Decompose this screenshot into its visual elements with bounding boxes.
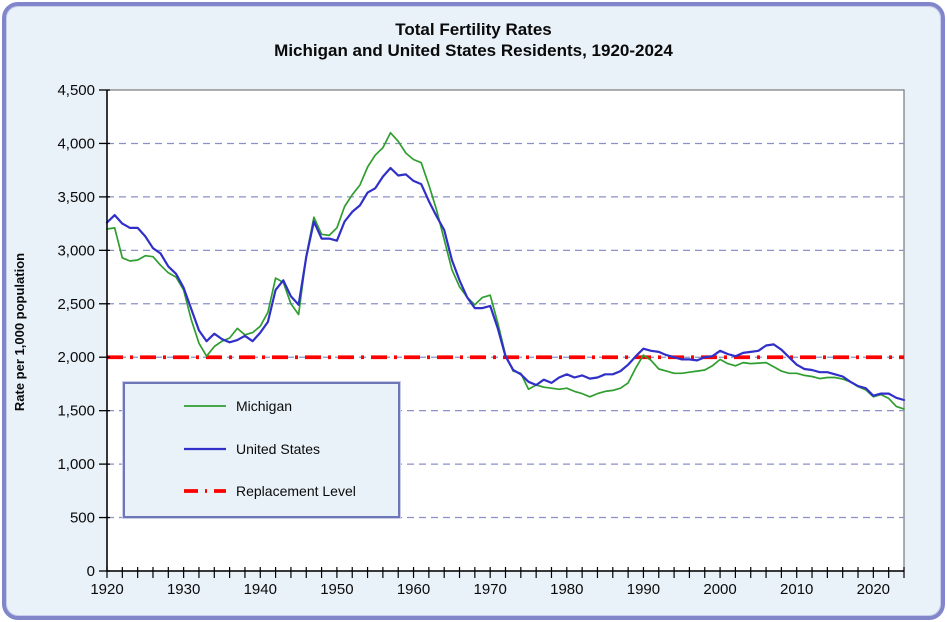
y-tick-label: 4,500 bbox=[57, 82, 95, 99]
x-tick-label: 1920 bbox=[90, 581, 123, 598]
y-tick-label: 0 bbox=[87, 563, 95, 580]
legend-swatch-replacement-level bbox=[184, 489, 226, 493]
legend-swatch-michigan bbox=[184, 405, 226, 407]
united-states-line bbox=[105, 166, 906, 402]
legend-label: Michigan bbox=[236, 398, 293, 414]
legend-label: Replacement Level bbox=[236, 483, 356, 499]
x-tick-label: 2010 bbox=[780, 581, 813, 598]
legend-swatch-united-states bbox=[184, 447, 226, 450]
x-tick-label: 2000 bbox=[703, 581, 736, 598]
chart-title: Total Fertility Rates Michigan and Unite… bbox=[0, 19, 947, 61]
x-tick-label: 1930 bbox=[167, 581, 200, 598]
x-tick-label: 1940 bbox=[244, 581, 277, 598]
y-tick-label: 3,500 bbox=[57, 189, 95, 206]
legend: Michigan United States Replacement Level bbox=[122, 381, 401, 519]
legend-label: United States bbox=[236, 440, 321, 457]
x-tick-label: 1980 bbox=[550, 581, 583, 598]
x-tick-label: 1990 bbox=[627, 581, 660, 598]
legend-item-replacement-level: Replacement Level bbox=[183, 483, 398, 499]
y-tick-label: 4,000 bbox=[57, 135, 95, 152]
y-tick-label: 1,000 bbox=[57, 456, 95, 473]
x-tick-label: 1960 bbox=[397, 581, 430, 598]
y-tick-label: 1,500 bbox=[57, 403, 95, 420]
x-tick-label: 1970 bbox=[473, 581, 506, 598]
x-tick-label: 1950 bbox=[320, 581, 353, 598]
chart-title-line1: Total Fertility Rates bbox=[395, 20, 552, 39]
legend-item-michigan: Michigan bbox=[183, 398, 398, 414]
legend-item-united-states: United States bbox=[183, 440, 398, 457]
y-tick-label: 500 bbox=[70, 510, 95, 527]
y-tick-label: 3,000 bbox=[57, 242, 95, 259]
y-tick-label: 2,000 bbox=[57, 349, 95, 366]
chart-title-line2: Michigan and United States Residents, 19… bbox=[274, 41, 673, 60]
x-tick-label: 2020 bbox=[857, 581, 890, 598]
y-tick-label: 2,500 bbox=[57, 296, 95, 313]
